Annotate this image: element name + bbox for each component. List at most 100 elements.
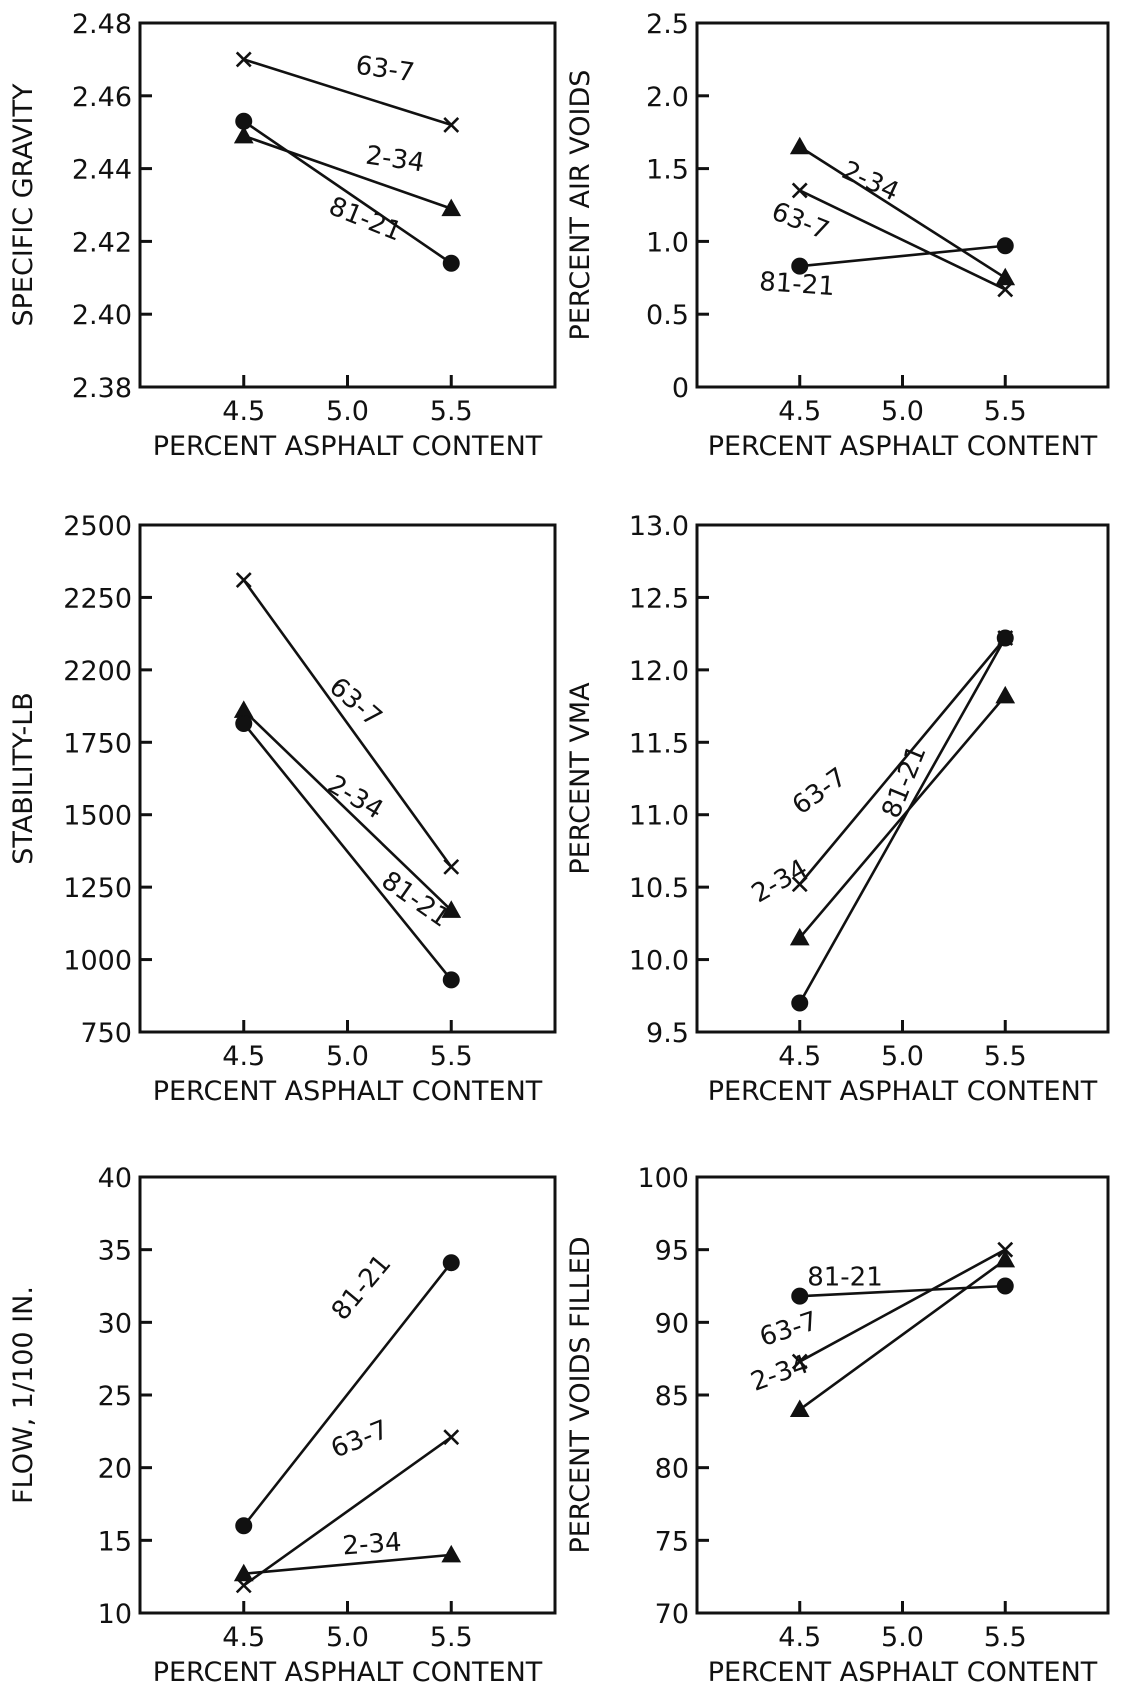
- series-label-81-21: 81-21: [326, 1249, 398, 1326]
- y-tick-label: 0: [672, 373, 689, 404]
- data-point-x: [791, 1353, 808, 1370]
- y-tick-label: 1500: [63, 801, 132, 832]
- y-tick-label: 35: [98, 1236, 132, 1267]
- series-line-81-21: [243, 120, 452, 265]
- x-tick-label: 5.5: [984, 1622, 1027, 1653]
- series-line-63-7: [242, 579, 453, 868]
- y-tick-label: 2.38: [72, 373, 132, 404]
- series-line-63-7: [798, 637, 1007, 886]
- data-point-x: [997, 1241, 1014, 1258]
- x-axis-title: PERCENT ASPHALT CONTENT: [708, 431, 1098, 462]
- data-point-circle: [996, 629, 1014, 647]
- y-axis-title: FLOW, 1/100 IN.: [8, 1286, 39, 1504]
- data-point-x: [791, 182, 808, 199]
- series-label-2-34: 2-34: [341, 1527, 402, 1561]
- x-axis-title: PERCENT ASPHALT CONTENT: [153, 1076, 543, 1107]
- data-point-triangle: [789, 927, 810, 946]
- y-axis-title: PERCENT VMA: [565, 682, 596, 875]
- chart-panel-4: 13.0 12.5 12.0 11.5 11.0 10.5 10.0 9.5 4.5 5.0 5.5…: [565, 511, 1110, 1107]
- y-tick-label: 95: [655, 1236, 689, 1267]
- y-tick-label: 2.5: [646, 9, 689, 40]
- y-tick-label: 2.40: [72, 300, 132, 331]
- y-tick-label: 85: [655, 1381, 689, 1412]
- y-tick-label: 2.42: [72, 227, 132, 258]
- data-point-circle: [791, 1287, 809, 1305]
- x-tick-label: 5.0: [881, 396, 924, 427]
- x-tick-label: 4.5: [778, 1622, 821, 1653]
- data-point-circle: [996, 1277, 1014, 1295]
- series-line-2-34: [799, 145, 1006, 279]
- data-point-triangle: [995, 685, 1016, 704]
- x-tick-label: 5.0: [326, 1041, 369, 1072]
- y-tick-label: 15: [98, 1526, 132, 1557]
- data-point-circle: [442, 254, 460, 272]
- y-tick-label: 25: [98, 1381, 132, 1412]
- series-label-81-21: 81-21: [325, 191, 406, 247]
- x-axis-title: PERCENT ASPHALT CONTENT: [708, 1076, 1098, 1107]
- data-point-triangle: [441, 1544, 462, 1563]
- series-line-81-21: [798, 637, 1007, 1004]
- x-tick-label: 5.5: [984, 396, 1027, 427]
- x-tick-label: 4.5: [222, 1041, 265, 1072]
- y-tick-label: 11.0: [629, 801, 689, 832]
- x-tick-label: 5.0: [881, 1622, 924, 1653]
- series-line-2-34: [243, 1553, 452, 1576]
- x-tick-label: 4.5: [778, 396, 821, 427]
- x-tick-label: 5.0: [881, 1041, 924, 1072]
- data-point-circle: [442, 1254, 460, 1272]
- series-line-81-21: [799, 244, 1006, 268]
- series-line-81-21: [242, 722, 453, 981]
- series-line-63-7: [243, 58, 452, 127]
- data-point-triangle: [995, 267, 1016, 286]
- data-point-triangle: [789, 1399, 810, 1418]
- chart-panel-2: 2.5 2.0 1.5 1.0 0.5 0 4.5 5.0 5.5 PERCENT ASPHALT…: [565, 9, 1110, 462]
- series-line-63-7: [799, 189, 1006, 291]
- y-tick-label: 1000: [63, 946, 132, 977]
- chart-panel-3: 2500 2250 2200 1750 1500 1250 1000 750 4.5 5.0 5.5…: [8, 511, 557, 1107]
- y-tick-label: 90: [655, 1308, 689, 1339]
- data-point-x: [791, 876, 808, 893]
- data-point-x: [443, 117, 460, 133]
- series-label-63-7: 63-7: [787, 762, 852, 821]
- data-point-circle: [235, 1517, 253, 1535]
- y-tick-label: 1250: [63, 873, 132, 904]
- y-tick-label: 20: [98, 1454, 132, 1485]
- y-axis-title: PERCENT VOIDS FILLED: [565, 1236, 596, 1553]
- y-tick-label: 9.5: [646, 1018, 689, 1049]
- series-label-63-7: 63-7: [354, 51, 417, 89]
- x-tick-label: 5.5: [430, 396, 473, 427]
- y-tick-label: 70: [655, 1599, 689, 1630]
- data-point-x: [235, 51, 252, 68]
- data-point-x: [997, 281, 1014, 298]
- chart-panel-1: 2.48 2.46 2.44 2.42 2.40 2.38 4.5 5.0 5.5 PERCENT…: [8, 9, 557, 462]
- series-label-81-21: 81-21: [758, 267, 835, 302]
- data-point-triangle: [995, 1249, 1016, 1268]
- x-tick-label: 4.5: [222, 396, 265, 427]
- y-tick-label: 2200: [63, 656, 132, 687]
- y-tick-label: 2500: [63, 511, 132, 542]
- y-tick-label: 12.0: [629, 656, 689, 687]
- y-tick-label: 10.5: [629, 873, 689, 904]
- x-tick-label: 5.5: [984, 1041, 1027, 1072]
- y-tick-label: 40: [98, 1163, 132, 1194]
- x-tick-label: 5.5: [430, 1622, 473, 1653]
- x-tick-label: 5.0: [326, 396, 369, 427]
- y-tick-label: 10.0: [629, 946, 689, 977]
- data-point-circle: [235, 112, 253, 130]
- data-point-x: [443, 858, 460, 875]
- x-tick-label: 4.5: [222, 1622, 265, 1653]
- series-label-2-34: 2-34: [837, 155, 903, 207]
- y-tick-label: 12.5: [629, 583, 689, 614]
- series-label-63-7: 63-7: [756, 1306, 821, 1353]
- series-label-2-34: 2-34: [364, 141, 427, 179]
- data-point-circle: [791, 257, 809, 275]
- series-line-81-21: [242, 1261, 453, 1527]
- y-axis-title: PERCENT AIR VOIDS: [565, 70, 596, 341]
- y-axis-title: STABILITY-LB: [8, 692, 39, 865]
- data-point-x: [235, 572, 252, 588]
- data-point-x: [443, 1429, 460, 1446]
- series-label-63-7: 63-7: [767, 197, 833, 247]
- chart-panel-6: 100 95 90 85 80 75 70 4.5 5.0 5.5 PERCENT ASPHALT …: [565, 1163, 1110, 1686]
- y-axis-title: SPECIFIC GRAVITY: [8, 83, 39, 326]
